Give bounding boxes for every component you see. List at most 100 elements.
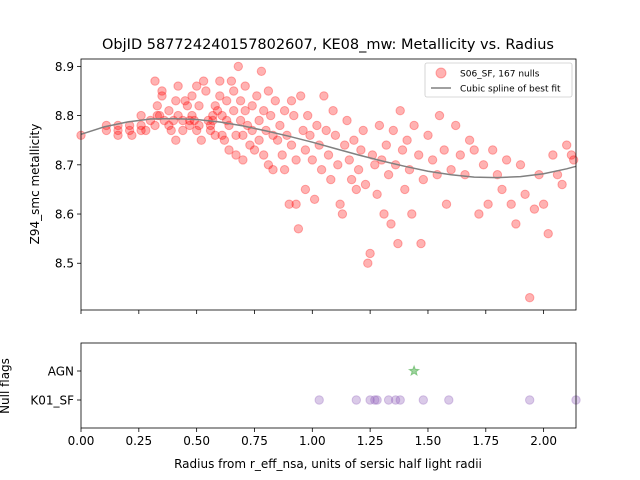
x-tick-label: 1.00	[299, 434, 326, 448]
x-tick-label: 0.50	[183, 434, 210, 448]
metallicity-point	[330, 130, 341, 141]
metallicity-point	[520, 189, 530, 200]
legend-box	[424, 62, 573, 98]
metallicity-point	[286, 96, 297, 106]
metallicity-point	[157, 91, 167, 101]
metallicity-plot: 8.5 8.6 8.7 8.8 8.9 Z94_smc metallicity S06_…	[28, 58, 579, 314]
k01-sf-point	[395, 395, 405, 405]
metallicity-point	[286, 140, 297, 150]
metallicity-point	[360, 179, 371, 190]
metallicity-point	[152, 101, 163, 111]
metallicity-point	[164, 120, 174, 131]
metallicity-point	[150, 76, 160, 86]
metallicity-point	[182, 101, 193, 111]
metallicity-point	[245, 140, 255, 150]
metallicity-point	[222, 96, 232, 106]
metallicity-point	[289, 110, 299, 121]
metallicity-point	[187, 91, 197, 101]
metallicity-point	[460, 170, 470, 180]
metallicity-point	[196, 135, 207, 145]
metallicity-point	[501, 155, 512, 165]
metallicity-point	[333, 160, 343, 170]
x-tick-label: 2.00	[530, 434, 557, 448]
metallicity-point	[279, 165, 290, 175]
metallicity-point	[497, 184, 507, 195]
metallicity-point	[557, 179, 567, 190]
null-flags-y-tick-label: AGN	[48, 365, 74, 379]
metallicity-point	[192, 81, 202, 91]
x-tick-label: 0.00	[68, 434, 95, 448]
metallicity-point	[326, 174, 336, 185]
metallicity-point	[303, 110, 313, 121]
metallicity-point	[386, 219, 396, 229]
metallicity-y-tick-label: 8.5	[55, 257, 74, 271]
metallicity-x-ticks	[80, 310, 545, 314]
metallicity-point	[180, 96, 190, 106]
metallicity-y-ticks: 8.5 8.6 8.7 8.8 8.9	[55, 60, 81, 271]
null-flags-plot: K01_SF AGN 0.00 0.25 0.50 0.75 1.00 1.25 1.50 1.…	[0, 342, 581, 471]
metallicity-point	[293, 224, 304, 234]
metallicity-point	[323, 150, 334, 160]
metallicity-point	[247, 101, 257, 111]
null-flags-plot-area	[81, 343, 576, 428]
metallicity-point	[275, 120, 285, 131]
metallicity-point	[409, 120, 419, 131]
metallicity-point	[372, 189, 382, 200]
metallicity-point	[506, 199, 516, 209]
metallicity-point	[238, 130, 248, 141]
metallicity-point	[249, 145, 260, 155]
metallicity-points	[76, 61, 579, 303]
metallicity-point	[416, 238, 426, 249]
metallicity-point	[307, 155, 317, 165]
chart-title: ObjID 587724240157802607, KE08_mw: Metal…	[102, 37, 554, 53]
metallicity-y-tick-label: 8.9	[55, 60, 74, 74]
k01-sf-point	[525, 395, 535, 405]
metallicity-point	[455, 150, 465, 160]
k01-sf-point	[365, 395, 375, 405]
k01-sf-point	[383, 395, 394, 405]
metallicity-point	[235, 96, 246, 106]
metallicity-point	[356, 145, 366, 155]
metallicity-point	[351, 184, 361, 195]
metallicity-point	[474, 209, 484, 219]
k01-sf-point	[390, 395, 401, 405]
metallicity-point	[370, 160, 380, 170]
metallicity-point	[113, 130, 123, 141]
metallicity-point	[229, 106, 239, 116]
metallicity-point	[226, 76, 237, 86]
null-flags-y-tick-label: K01_SF	[30, 394, 74, 408]
metallicity-point	[194, 120, 204, 131]
metallicity-point	[192, 125, 202, 136]
metallicity-point	[219, 135, 230, 145]
metallicity-point	[178, 125, 188, 136]
metallicity-point	[194, 101, 204, 111]
metallicity-point	[349, 135, 359, 145]
metallicity-point	[321, 125, 331, 136]
null-flag-points	[314, 364, 581, 405]
metallicity-point	[397, 145, 408, 155]
metallicity-y-label: Z94_smc metallicity	[28, 124, 42, 245]
metallicity-point	[229, 86, 239, 96]
metallicity-point	[263, 160, 274, 170]
null-flags-y-ticks: K01_SF AGN	[30, 365, 81, 408]
k01-sf-point	[370, 395, 380, 405]
k01-sf-point	[444, 395, 454, 405]
metallicity-point	[240, 81, 250, 91]
metallicity-point	[340, 140, 350, 150]
metallicity-y-tick-label: 8.8	[55, 109, 74, 123]
metallicity-point	[525, 293, 535, 303]
metallicity-point	[259, 150, 269, 160]
metallicity-y-tick-label: 8.6	[55, 208, 74, 222]
x-tick-label: 0.75	[241, 434, 268, 448]
metallicity-point	[374, 120, 385, 131]
metallicity-point	[298, 125, 308, 136]
metallicity-point	[388, 125, 398, 136]
metallicity-point	[488, 145, 498, 155]
metallicity-point	[291, 155, 301, 165]
metallicity-point	[319, 91, 329, 101]
metallicity-point	[346, 174, 357, 185]
metallicity-point	[141, 125, 151, 136]
metallicity-point	[529, 204, 540, 214]
spline-line	[80, 117, 577, 179]
